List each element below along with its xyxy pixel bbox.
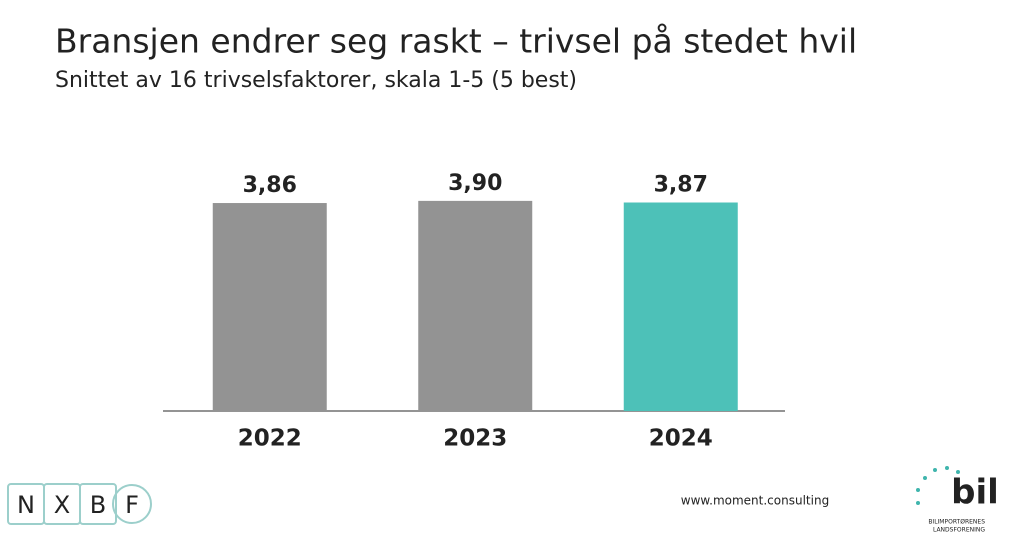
- value-label: 3,90: [448, 171, 502, 196]
- value-label: 3,86: [243, 173, 297, 198]
- logo-caption: LANDSFORENING: [933, 527, 985, 534]
- logo-letter: N: [17, 491, 35, 519]
- logo-right: bil: [951, 473, 999, 513]
- logo-letter: X: [54, 491, 70, 519]
- value-label: 3,87: [654, 173, 708, 198]
- x-tick-label: 2023: [443, 426, 507, 452]
- x-tick-label: 2024: [649, 426, 713, 452]
- logo-box: [79, 483, 117, 525]
- logo-circle: [112, 484, 152, 524]
- logo-left: [7, 483, 152, 525]
- dot: [923, 476, 927, 480]
- dot: [916, 501, 920, 505]
- bar: [212, 203, 327, 411]
- logo-caption: BILIMPORTØRENES: [928, 519, 985, 526]
- chart-title: Bransjen endrer seg raskt – trivsel på s…: [55, 22, 857, 61]
- dot: [933, 468, 937, 472]
- logo-right-dots: [916, 466, 960, 505]
- chart-subtitle: Snittet av 16 trivselsfaktorer, skala 1-…: [55, 68, 577, 93]
- dot: [916, 488, 920, 492]
- footer-url: www.moment.consulting: [681, 494, 829, 508]
- bar: [623, 202, 738, 411]
- dot: [945, 466, 949, 470]
- dot: [956, 470, 960, 474]
- x-tick-label: 2022: [238, 426, 302, 452]
- logo-letter: B: [90, 491, 106, 519]
- logo-letter: F: [125, 491, 139, 519]
- bar: [418, 200, 533, 411]
